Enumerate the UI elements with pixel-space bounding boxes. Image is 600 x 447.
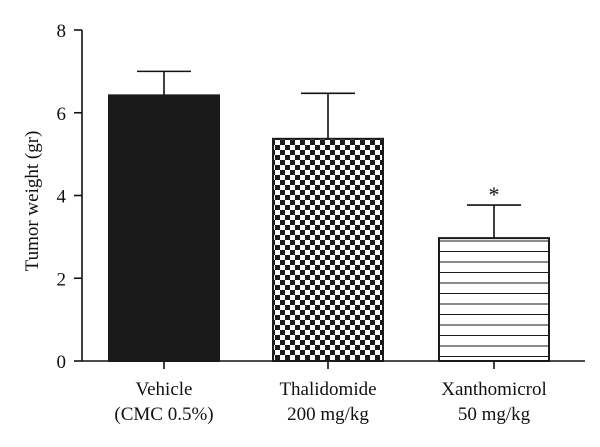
y-tick-label: 0 bbox=[57, 352, 67, 373]
y-tick-label: 8 bbox=[57, 21, 67, 42]
y-axis-title: Tumor weight (gr) bbox=[22, 131, 43, 272]
significance-label: * bbox=[489, 182, 500, 207]
category-labels: Vehicle (CMC 0.5%) Thalidomide 200 mg/kg Xan… bbox=[114, 379, 546, 425]
y-tick-label: 4 bbox=[57, 187, 67, 208]
x-category-label: Xanthomicrol bbox=[441, 379, 547, 400]
y-tick-label: 2 bbox=[57, 269, 67, 290]
bar bbox=[438, 237, 550, 363]
x-category-label: Vehicle bbox=[136, 379, 193, 400]
x-category-label: 200 mg/kg bbox=[287, 404, 369, 425]
bar bbox=[108, 94, 220, 362]
y-tick-label: 6 bbox=[57, 104, 67, 125]
bars: * bbox=[108, 70, 550, 363]
y-axis: 0 2 4 6 8 bbox=[57, 21, 83, 373]
x-category-label: (CMC 0.5%) bbox=[114, 404, 213, 425]
x-category-label: 50 mg/kg bbox=[458, 404, 531, 425]
bar bbox=[272, 137, 384, 362]
x-axis bbox=[82, 360, 585, 369]
x-category-label: Thalidomide bbox=[279, 379, 376, 400]
